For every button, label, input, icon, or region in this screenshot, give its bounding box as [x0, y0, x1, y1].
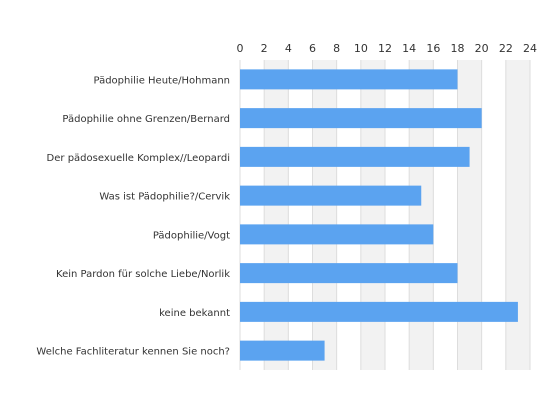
category-label: Pädophilie/Vogt [153, 230, 230, 241]
category-labels: Pädophilie Heute/Hohmann Pädophilie ohne … [36, 75, 230, 357]
category-label: Welche Fachliteratur kennen Sie noch? [36, 347, 230, 358]
category-label: Was ist Pädophilie?/Cervik [99, 192, 230, 203]
x-tick-label: 12 [378, 42, 392, 55]
bar [240, 69, 458, 90]
x-tick-label: 18 [451, 42, 465, 55]
x-tick-label: 2 [261, 42, 268, 55]
bar [240, 108, 482, 129]
category-label: keine bekannt [159, 308, 230, 319]
bar [240, 263, 458, 284]
grid-band [360, 60, 385, 370]
x-tick-labels: 0 2 4 6 8 10 12 14 16 18 20 22 24 [237, 42, 538, 55]
x-tick-label: 0 [237, 42, 244, 55]
x-tick-label: 4 [285, 42, 292, 55]
grid-bands [264, 60, 530, 370]
category-label: Kein Pardon für solche Liebe/Norlik [56, 269, 230, 280]
grid-band [505, 60, 530, 370]
bar [240, 224, 434, 245]
grid-band [312, 60, 337, 370]
category-label: Der pädosexuelle Komplex//Leopardi [47, 153, 230, 164]
bars [240, 69, 518, 361]
x-tick-label: 8 [333, 42, 340, 55]
x-tick-label: 24 [523, 42, 537, 55]
x-tick-label: 16 [426, 42, 440, 55]
grid-band [409, 60, 434, 370]
x-tick-label: 20 [475, 42, 489, 55]
category-label: Pädophilie Heute/Hohmann [94, 75, 231, 86]
x-tick-label: 10 [354, 42, 368, 55]
bar [240, 146, 470, 167]
grid-band [457, 60, 482, 370]
x-tick-label: 22 [499, 42, 513, 55]
grid-band [264, 60, 289, 370]
x-tick-label: 14 [402, 42, 416, 55]
category-label: Pädophilie ohne Grenzen/Bernard [62, 114, 230, 125]
x-tick-label: 6 [309, 42, 316, 55]
bar [240, 340, 325, 361]
bar [240, 185, 422, 206]
bar [240, 301, 518, 322]
